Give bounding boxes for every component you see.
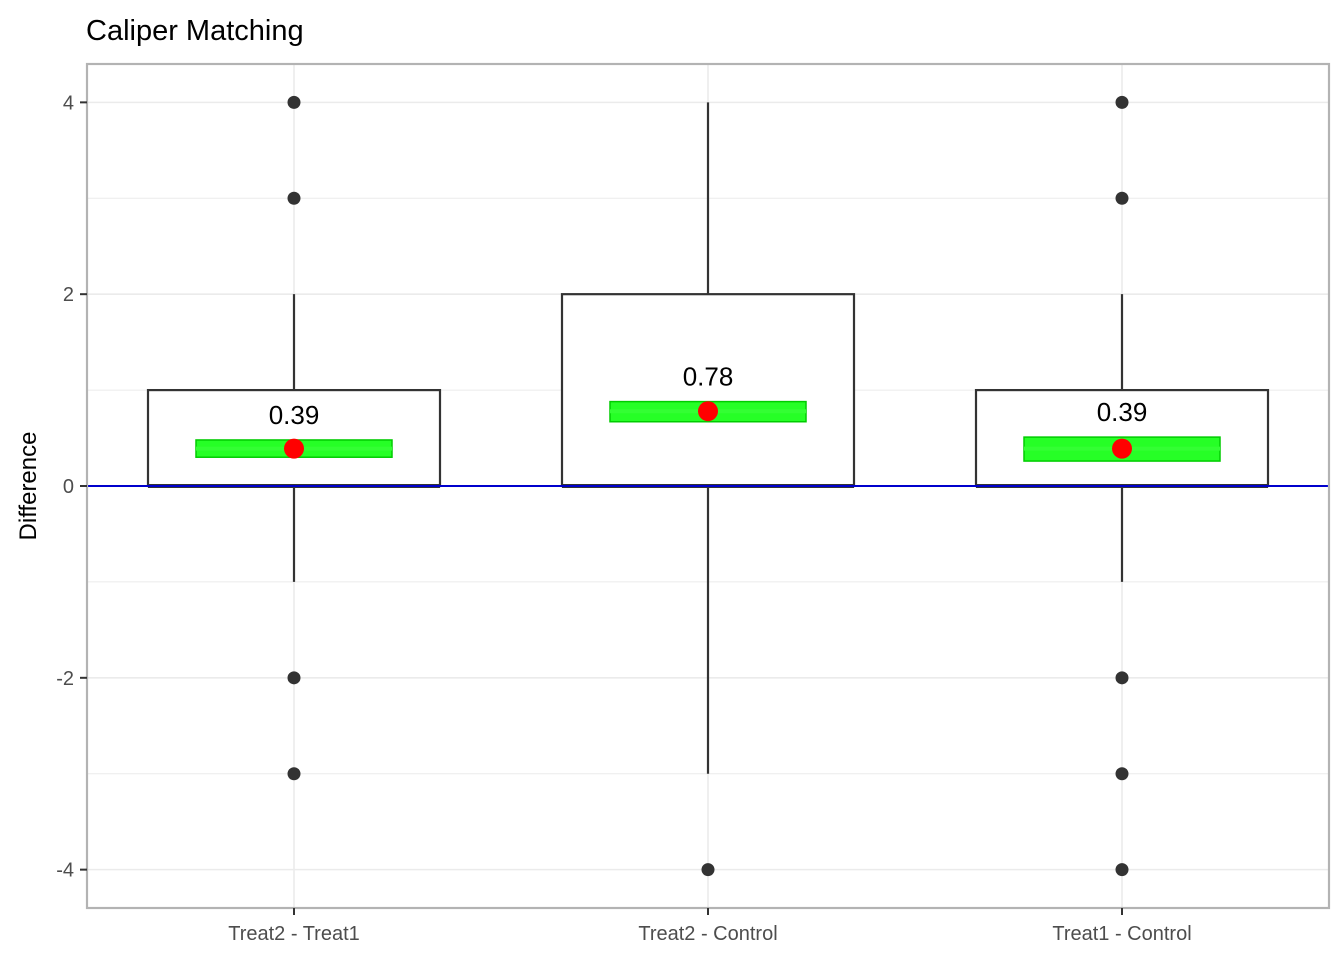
y-tick-label: 2 — [63, 284, 74, 306]
box-iqr — [560, 293, 856, 488]
mean-label: 0.39 — [269, 400, 320, 430]
outlier-point — [1115, 767, 1129, 781]
outlier-point — [287, 767, 301, 781]
outlier-point — [1115, 95, 1129, 109]
mean-point — [698, 401, 718, 422]
plot-area: 0.39 0.78 0.39 -4 -2 0 2 4 Treat2 - Treat1 Treat2… — [56, 62, 1331, 945]
y-tick-label: 4 — [63, 92, 74, 114]
mean-label: 0.39 — [1097, 397, 1148, 427]
outlier-point — [1115, 191, 1129, 205]
outlier-point — [701, 863, 715, 877]
mean-point — [284, 438, 304, 459]
box-iqr — [146, 388, 442, 488]
y-axis-title: Difference — [15, 432, 42, 541]
chart-title: Caliper Matching — [86, 15, 304, 47]
outlier-point — [287, 191, 301, 205]
outlier-point — [1115, 671, 1129, 685]
y-tick-label: -4 — [56, 860, 74, 882]
x-tick-label: Treat1 - Control — [1052, 923, 1191, 945]
y-tick-label: -2 — [56, 668, 74, 690]
outlier-point — [287, 671, 301, 685]
mean-label: 0.78 — [683, 362, 734, 392]
mean-point — [1112, 438, 1132, 459]
x-tick-label: Treat2 - Control — [638, 923, 777, 945]
x-tick-label: Treat2 - Treat1 — [228, 923, 360, 945]
outlier-point — [287, 95, 301, 109]
outlier-point — [1115, 863, 1129, 877]
y-tick-label: 0 — [63, 476, 74, 498]
